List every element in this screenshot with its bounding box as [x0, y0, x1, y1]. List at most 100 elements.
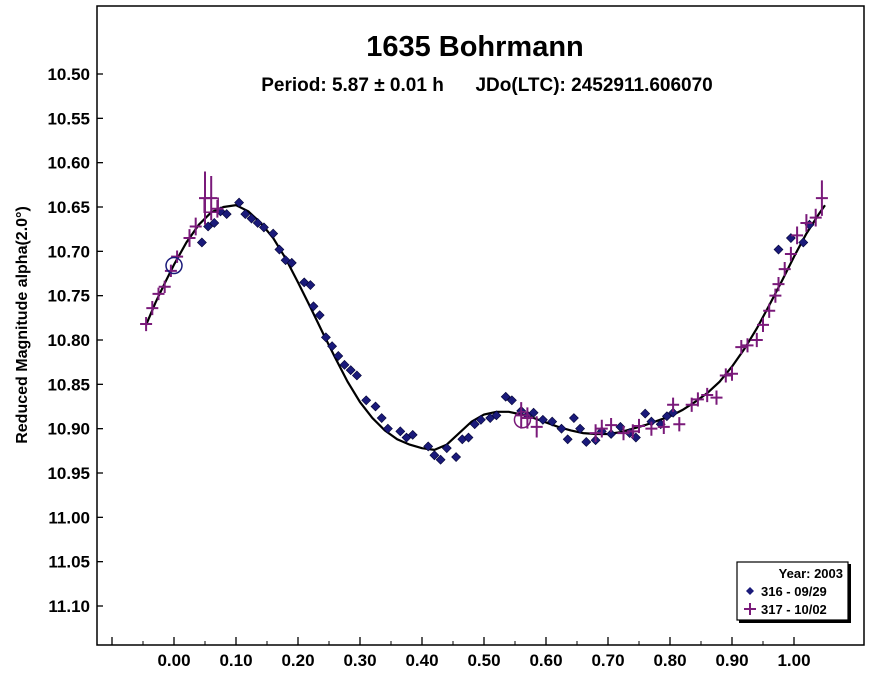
data-point-317: [772, 277, 785, 292]
x-tick-label: 0.90: [715, 651, 748, 670]
data-point-317: [626, 424, 639, 439]
data-point-316: [785, 233, 796, 243]
data-point-317: [800, 214, 813, 232]
x-tick-label: 0.60: [529, 651, 562, 670]
data-point-316: [258, 222, 269, 233]
data-point-316: [506, 395, 517, 406]
data-point-317: [673, 417, 686, 432]
data-series: [140, 171, 828, 465]
data-point-316: [668, 407, 679, 418]
open-circle-marker: [165, 256, 183, 275]
data-point-316: [252, 218, 263, 228]
y-axis-label: Reduced Magnitude alpha(2.0°): [14, 206, 31, 444]
data-point-316: [661, 411, 672, 422]
legend-title: Year: 2003: [779, 566, 843, 581]
data-point-316: [376, 413, 387, 423]
data-point-317: [152, 287, 165, 301]
data-point-317: [735, 340, 748, 355]
data-point-317: [769, 288, 782, 303]
data-point-317: [685, 397, 698, 412]
data-point-316: [575, 423, 586, 434]
data-point-316: [286, 257, 297, 268]
fit-curve: [145, 204, 826, 452]
data-point-316: [537, 414, 548, 425]
data-point-316: [240, 209, 251, 220]
data-point-316: [469, 419, 480, 430]
data-point-316: [423, 441, 434, 452]
data-point-317: [791, 226, 804, 245]
data-point-317: [595, 419, 608, 438]
data-point-316: [640, 408, 651, 419]
data-point-316: [429, 450, 440, 461]
data-point-317: [146, 300, 159, 316]
data-point-317: [140, 316, 153, 332]
x-tick-label: 0.50: [467, 651, 500, 670]
data-point-316: [209, 218, 220, 228]
data-point-317: [815, 180, 828, 216]
data-point-316: [320, 332, 331, 343]
data-point-316: [463, 432, 474, 443]
data-point-317: [633, 418, 645, 434]
open-square-marker: [203, 197, 219, 213]
data-point-317: [726, 366, 738, 381]
data-point-316: [196, 237, 207, 248]
y-tick-label: 10.80: [47, 331, 90, 350]
data-point-317: [741, 338, 754, 353]
data-point-316: [361, 395, 372, 406]
x-tick-label: 0.80: [653, 651, 686, 670]
plot-frame: [96, 5, 865, 646]
x-tick-label: 0.00: [157, 651, 190, 670]
data-point-316: [395, 426, 406, 437]
data-point-316: [500, 391, 511, 402]
data-point-317: [589, 424, 602, 442]
data-point-317: [605, 418, 618, 433]
data-point-317: [645, 421, 658, 436]
y-tick-label: 11.00: [48, 508, 90, 527]
data-point-316: [327, 341, 338, 352]
data-point-316: [606, 429, 617, 439]
data-point-316: [407, 429, 418, 440]
data-point-317: [657, 419, 670, 434]
data-point-317: [763, 303, 776, 318]
y-tick-label: 10.65: [47, 198, 90, 217]
data-point-316: [268, 228, 279, 239]
y-tick-label: 10.70: [47, 242, 90, 261]
data-point-317: [171, 250, 184, 263]
y-tick-label: 11.05: [48, 553, 90, 572]
data-point-316: [528, 407, 539, 418]
data-point-317: [530, 416, 543, 438]
data-point-317: [617, 426, 630, 441]
y-tick-label: 10.75: [47, 287, 90, 306]
data-point-317: [691, 392, 704, 407]
x-axis: 0.00 0.10 0.20 0.30 0.40 0.50 0.60 0.70 0.80 0.90…: [111, 637, 811, 670]
data-point-316: [234, 197, 245, 208]
data-point-316: [345, 365, 356, 376]
y-tick-label: 10.50: [47, 65, 90, 84]
data-point-316: [773, 244, 784, 255]
data-point-316: [581, 437, 592, 447]
data-point-317: [164, 264, 177, 278]
chart-title: 1635 Bohrmann: [366, 31, 584, 63]
x-tick-label: 0.30: [343, 651, 376, 670]
data-point-316: [435, 454, 446, 465]
data-point-316: [314, 310, 325, 321]
data-point-317: [710, 390, 723, 405]
y-tick-label: 10.85: [47, 375, 90, 394]
data-point-317: [750, 332, 763, 348]
x-tick-label: 1.00: [777, 651, 810, 670]
legend-marker-diamond: [746, 587, 754, 595]
legend-entry-1: 316 - 09/29: [761, 584, 827, 599]
data-point-317: [667, 397, 680, 412]
data-point-316: [274, 244, 285, 255]
data-point-316: [556, 423, 567, 434]
data-point-316: [491, 410, 502, 421]
data-point-317: [784, 246, 797, 262]
data-point-316: [475, 414, 486, 425]
data-point-317: [158, 280, 171, 294]
data-point-316: [333, 351, 344, 361]
data-point-316: [568, 413, 579, 423]
data-point-316: [370, 401, 381, 412]
x-tick-label: 0.10: [219, 651, 252, 670]
chart-subtitle: Period: 5.87 ± 0.01 h JDo(LTC): 2452911.…: [261, 75, 713, 96]
